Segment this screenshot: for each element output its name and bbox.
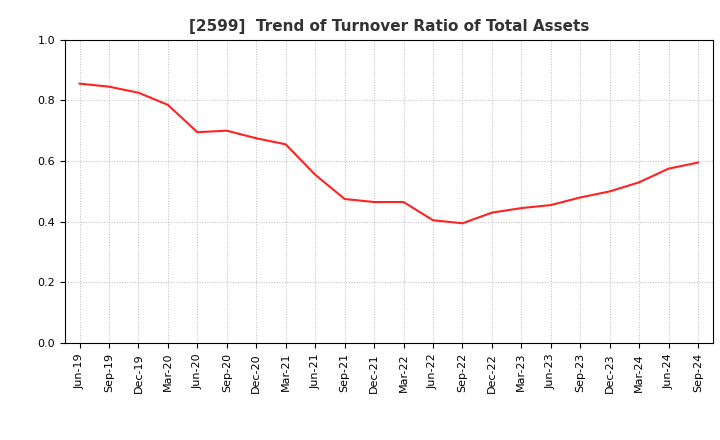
Title: [2599]  Trend of Turnover Ratio of Total Assets: [2599] Trend of Turnover Ratio of Total …	[189, 19, 589, 34]
